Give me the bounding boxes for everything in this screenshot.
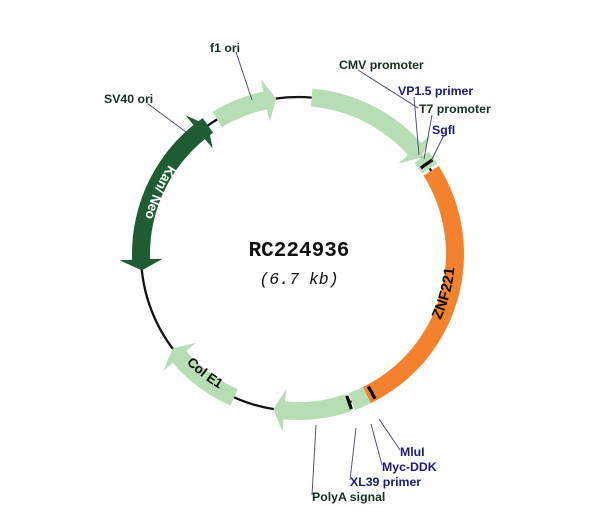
svg-text:RC224936: RC224936	[249, 240, 350, 263]
svg-text:T7 promoter: T7 promoter	[419, 102, 491, 116]
svg-text:SV40 ori: SV40 ori	[104, 92, 153, 106]
svg-text:MluI: MluI	[400, 445, 425, 459]
svg-text:(6.7 kb): (6.7 kb)	[259, 270, 338, 289]
svg-text:f1 ori: f1 ori	[210, 41, 240, 55]
svg-text:ZNF221: ZNF221	[429, 266, 459, 321]
svg-text:SgfI: SgfI	[432, 123, 455, 137]
svg-text:VP1.5 primer: VP1.5 primer	[398, 84, 473, 98]
svg-text:Myc-DDK: Myc-DDK	[382, 460, 437, 474]
svg-text:CMV promoter: CMV promoter	[339, 58, 424, 72]
svg-text:XL39 primer: XL39 primer	[350, 475, 421, 489]
svg-text:PolyA signal: PolyA signal	[312, 490, 385, 504]
